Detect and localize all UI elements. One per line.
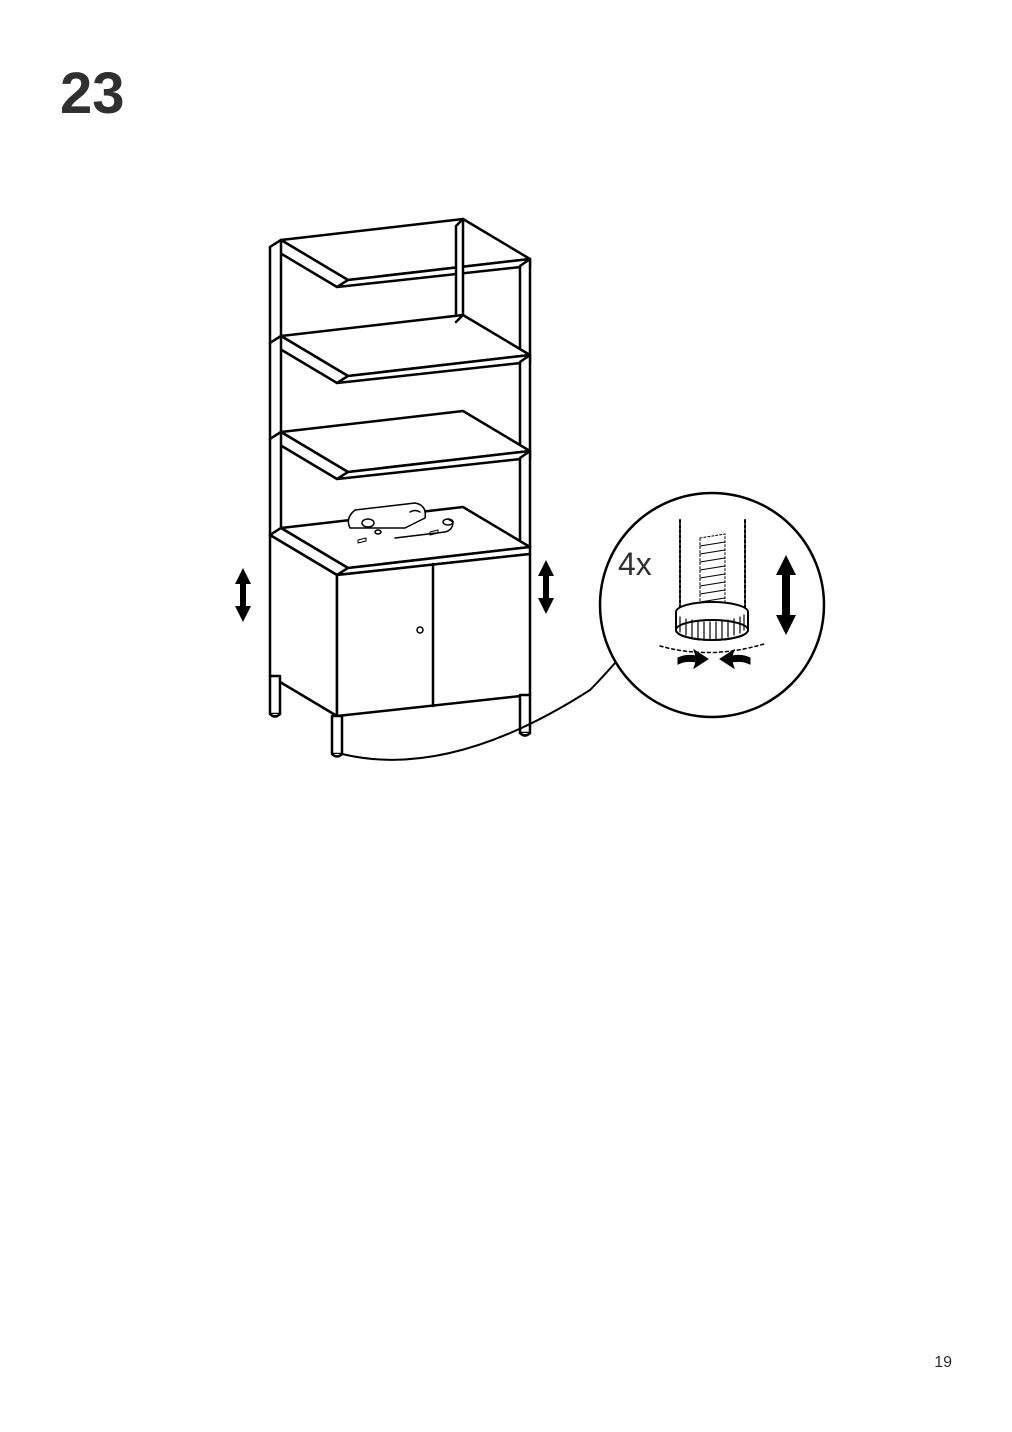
updown-arrow-left (235, 568, 251, 622)
step-number: 23 (60, 60, 125, 127)
shelving-unit (270, 219, 530, 757)
updown-arrow-right (538, 560, 554, 614)
callout-quantity-label: 4x (618, 546, 652, 583)
page-number: 19 (934, 1354, 952, 1372)
callout-circle (600, 493, 824, 717)
assembly-diagram: 4x (0, 210, 1012, 790)
